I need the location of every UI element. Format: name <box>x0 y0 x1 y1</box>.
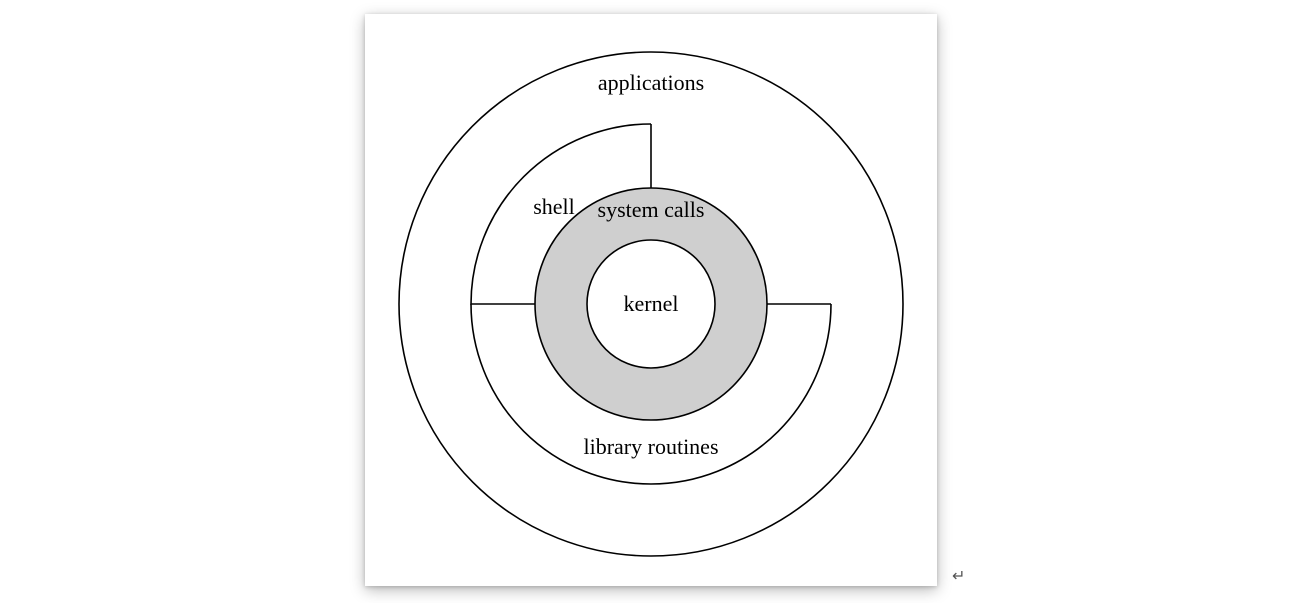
label-library-routines: library routines <box>583 434 718 459</box>
label-shell: shell <box>533 194 575 219</box>
label-applications: applications <box>598 70 704 95</box>
diagram-panel: applications shell system calls kernel l… <box>365 14 937 586</box>
label-kernel: kernel <box>624 291 679 316</box>
label-system-calls: system calls <box>598 197 705 222</box>
page-canvas: applications shell system calls kernel l… <box>0 0 1312 603</box>
unix-architecture-diagram: applications shell system calls kernel l… <box>365 14 937 586</box>
return-icon: ↵ <box>952 566 965 586</box>
